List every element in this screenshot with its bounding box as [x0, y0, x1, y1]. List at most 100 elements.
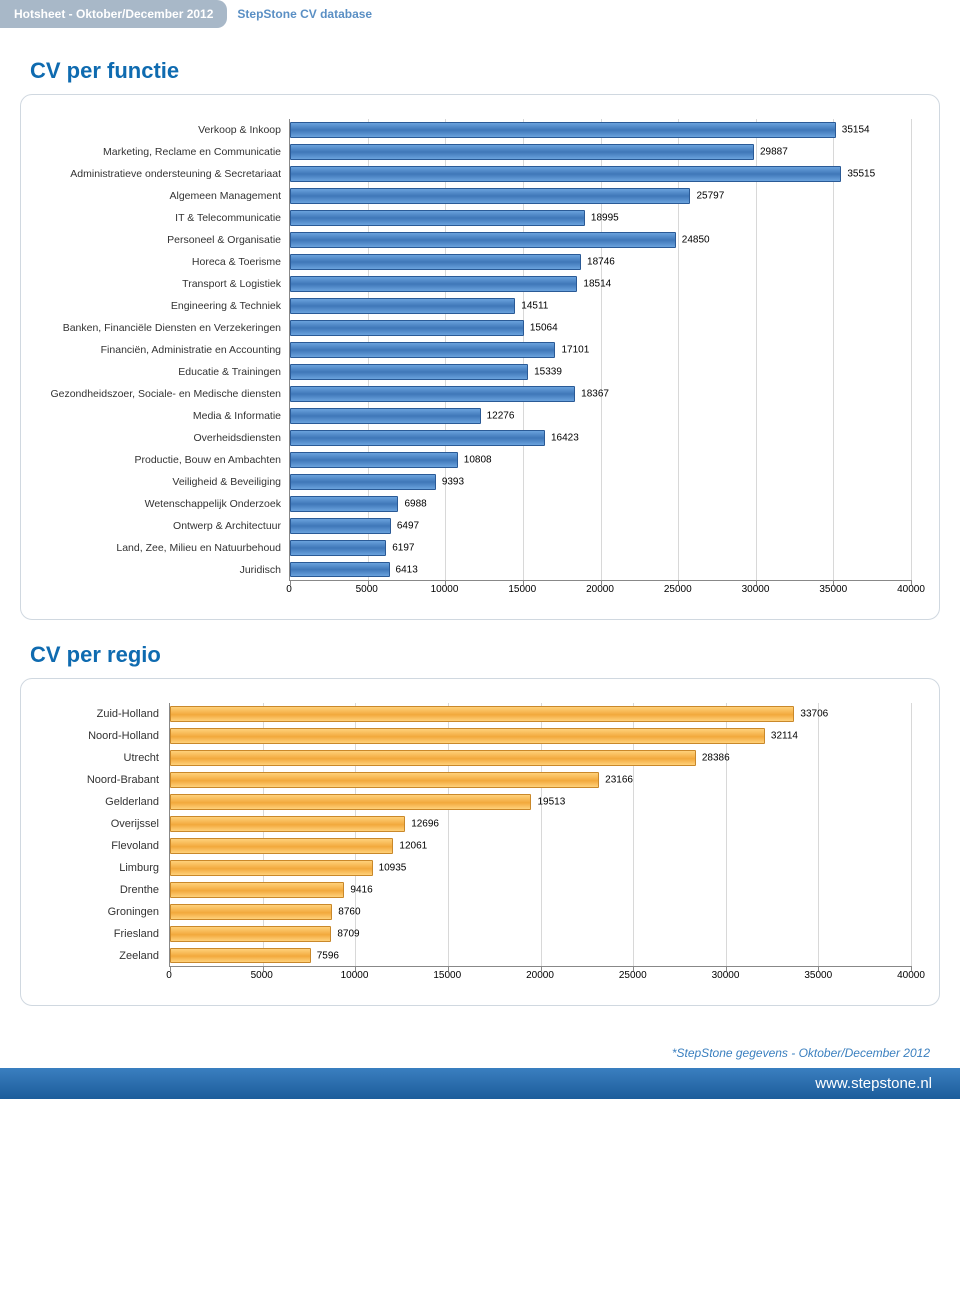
chart-row: Engineering & Techniek 14511: [49, 295, 911, 317]
bar-value: 7596: [317, 950, 339, 961]
plot-area: 12276: [289, 405, 911, 427]
chart-row: Overijssel12696: [49, 813, 911, 835]
chart-row: Zeeland7596: [49, 945, 911, 967]
x-tick-label: 35000: [819, 584, 847, 595]
chart-row: Ontwerp & Architectuur6497: [49, 515, 911, 537]
bar-value: 29887: [760, 147, 788, 158]
bar-value: 16423: [551, 433, 579, 444]
plot-area: 12061: [169, 835, 911, 857]
bar: [170, 882, 344, 898]
plot-area: 6497: [289, 515, 911, 537]
bar: [290, 540, 386, 556]
row-label: Administratieve ondersteuning & Secretar…: [49, 168, 289, 180]
bar: [290, 122, 836, 138]
row-label: Educatie & Trainingen: [49, 366, 289, 378]
plot-area: 15064: [289, 317, 911, 339]
bar: [290, 562, 390, 577]
x-tick-label: 5000: [251, 970, 273, 981]
plot-area: 35154: [289, 119, 911, 141]
plot-area: 16423: [289, 427, 911, 449]
chart-row: Horeca & Toerisme18746: [49, 251, 911, 273]
row-label: Veiligheid & Beveiliging: [49, 476, 289, 488]
bar: [290, 408, 481, 424]
x-tick-label: 40000: [897, 970, 925, 981]
chart-row: Overheidsdiensten 16423: [49, 427, 911, 449]
bar-value: 18514: [583, 279, 611, 290]
row-label: Gelderland: [49, 796, 169, 808]
row-label: Noord-Brabant: [49, 774, 169, 786]
bar-value: 9416: [350, 885, 372, 896]
x-tick-label: 5000: [356, 584, 378, 595]
bar-value: 28386: [702, 753, 730, 764]
row-label: Marketing, Reclame en Communicatie: [49, 146, 289, 158]
x-tick-label: 20000: [586, 584, 614, 595]
x-tick-label: 40000: [897, 584, 925, 595]
bar-value: 14511: [521, 301, 548, 312]
bar-value: 35154: [842, 125, 870, 136]
chart-row: Drenthe 9416: [49, 879, 911, 901]
chart-row: Transport & Logistiek18514: [49, 273, 911, 295]
bar: [290, 210, 585, 226]
chart-row: Verkoop & Inkoop35154: [49, 119, 911, 141]
chart-row: Educatie & Trainingen15339: [49, 361, 911, 383]
regio-title: CV per regio: [30, 642, 930, 668]
chart-row: Flevoland12061: [49, 835, 911, 857]
chart-row: Banken, Financiële Diensten en Verzekeri…: [49, 317, 911, 339]
row-label: Horeca & Toerisme: [49, 256, 289, 268]
bar: [290, 232, 676, 248]
x-tick-label: 35000: [804, 970, 832, 981]
x-axis: 0500010000150002000025000300003500040000: [49, 967, 911, 985]
bar-value: 12276: [487, 411, 515, 422]
plot-area: 9393: [289, 471, 911, 493]
page-header: Hotsheet - Oktober/December 2012 StepSto…: [0, 0, 960, 28]
bar: [290, 430, 545, 446]
chart-row: Noord-Brabant23166: [49, 769, 911, 791]
footer-bar: www.stepstone.nl: [0, 1068, 960, 1099]
chart-row: Marketing, Reclame en Communicatie 29887: [49, 141, 911, 163]
regio-chart-panel: Zuid-Holland33706Noord-Holland32114Utrec…: [20, 678, 940, 1006]
bar-value: 18995: [591, 213, 619, 224]
bar-value: 33706: [800, 709, 828, 720]
plot-area: 6988: [289, 493, 911, 515]
chart-row: Juridisch6413: [49, 559, 911, 581]
bar-value: 35515: [847, 169, 875, 180]
plot-area: 18746: [289, 251, 911, 273]
row-label: Noord-Holland: [49, 730, 169, 742]
header-tab-period: Hotsheet - Oktober/December 2012: [0, 0, 227, 28]
x-tick-label: 30000: [742, 584, 770, 595]
plot-area: 8760: [169, 901, 911, 923]
x-tick-label: 30000: [712, 970, 740, 981]
chart-row: Gezondheidszoer, Sociale- en Medische di…: [49, 383, 911, 405]
chart-row: Land, Zee, Milieu en Natuurbehoud6197: [49, 537, 911, 559]
row-label: Engineering & Techniek: [49, 300, 289, 312]
bar: [170, 948, 311, 963]
bar: [290, 276, 577, 292]
row-label: IT & Telecommunicatie: [49, 212, 289, 224]
bar: [170, 750, 696, 766]
chart-row: Administratieve ondersteuning & Secretar…: [49, 163, 911, 185]
row-label: Overijssel: [49, 818, 169, 830]
plot-area: 6197: [289, 537, 911, 559]
bar-value: 32114: [771, 731, 798, 742]
bar-value: 6497: [397, 521, 419, 532]
row-label: Limburg: [49, 862, 169, 874]
x-tick-label: 25000: [664, 584, 692, 595]
plot-area: 17101: [289, 339, 911, 361]
bar-value: 18367: [581, 389, 609, 400]
bar-value: 8760: [338, 907, 360, 918]
plot-area: 7596: [169, 945, 911, 967]
bar-value: 9393: [442, 477, 464, 488]
row-label: Drenthe: [49, 884, 169, 896]
plot-area: 18995: [289, 207, 911, 229]
chart-row: Friesland8709: [49, 923, 911, 945]
plot-area: 14511: [289, 295, 911, 317]
row-label: Overheidsdiensten: [49, 432, 289, 444]
x-axis: 0500010000150002000025000300003500040000: [49, 581, 911, 599]
bar-value: 25797: [696, 191, 724, 202]
x-tick-label: 10000: [431, 584, 459, 595]
plot-area: 6413: [289, 559, 911, 581]
row-label: Utrecht: [49, 752, 169, 764]
row-label: Land, Zee, Milieu en Natuurbehoud: [49, 542, 289, 554]
row-label: Groningen: [49, 906, 169, 918]
chart-row: IT & Telecommunicatie 18995: [49, 207, 911, 229]
